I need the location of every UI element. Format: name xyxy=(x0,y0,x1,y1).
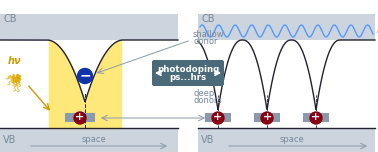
Bar xyxy=(65,113,95,122)
Text: +: + xyxy=(213,112,223,123)
FancyBboxPatch shape xyxy=(152,60,224,86)
Circle shape xyxy=(310,112,322,124)
Text: shallow: shallow xyxy=(193,30,225,39)
Bar xyxy=(254,113,280,122)
Circle shape xyxy=(261,112,273,124)
Text: hν: hν xyxy=(8,56,22,66)
Bar xyxy=(0,128,178,152)
Text: VB: VB xyxy=(201,135,214,145)
Bar xyxy=(198,128,375,152)
Circle shape xyxy=(74,112,86,124)
Text: CB: CB xyxy=(201,14,214,24)
Text: $E_F$: $E_F$ xyxy=(376,25,378,37)
Text: +: + xyxy=(311,112,321,123)
Bar xyxy=(0,14,178,40)
Bar xyxy=(205,113,231,122)
Text: −: − xyxy=(79,69,91,83)
Text: space: space xyxy=(279,135,304,144)
Text: +: + xyxy=(75,112,85,123)
Text: VB: VB xyxy=(3,135,16,145)
Text: donors: donors xyxy=(193,96,222,105)
Bar xyxy=(198,14,375,40)
Bar xyxy=(303,113,329,122)
Text: +: + xyxy=(262,112,272,123)
Circle shape xyxy=(212,112,224,124)
Text: space: space xyxy=(82,135,106,144)
Text: photodoping: photodoping xyxy=(157,65,219,74)
Circle shape xyxy=(77,69,93,83)
Text: donor: donor xyxy=(193,37,217,46)
Text: ps...hrs: ps...hrs xyxy=(169,73,206,82)
Text: deep: deep xyxy=(193,89,214,98)
Text: CB: CB xyxy=(3,14,17,24)
